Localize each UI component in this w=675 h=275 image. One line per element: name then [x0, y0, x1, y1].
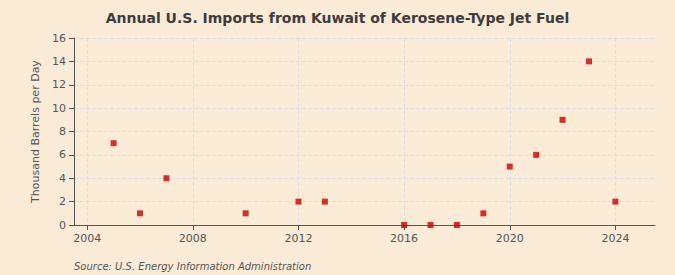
svg-text:2016: 2016 [390, 232, 418, 245]
svg-text:2020: 2020 [496, 232, 524, 245]
svg-text:2008: 2008 [179, 232, 207, 245]
svg-text:2024: 2024 [601, 232, 629, 245]
svg-text:10: 10 [52, 102, 66, 115]
svg-text:2004: 2004 [73, 232, 101, 245]
svg-text:16: 16 [52, 32, 66, 45]
svg-text:Source: U.S. Energy Informatio: Source: U.S. Energy Information Administ… [74, 261, 311, 272]
svg-text:Thousand Barrels per Day: Thousand Barrels per Day [29, 60, 42, 204]
svg-text:8: 8 [59, 125, 66, 138]
svg-text:0: 0 [59, 219, 66, 232]
svg-text:4: 4 [59, 172, 66, 185]
svg-text:12: 12 [52, 78, 66, 91]
svg-text:2012: 2012 [284, 232, 312, 245]
svg-text:2: 2 [59, 195, 66, 208]
svg-text:Annual U.S. Imports from Kuwai: Annual U.S. Imports from Kuwait of Keros… [106, 10, 570, 26]
svg-text:6: 6 [59, 148, 66, 161]
svg-text:14: 14 [52, 55, 66, 68]
